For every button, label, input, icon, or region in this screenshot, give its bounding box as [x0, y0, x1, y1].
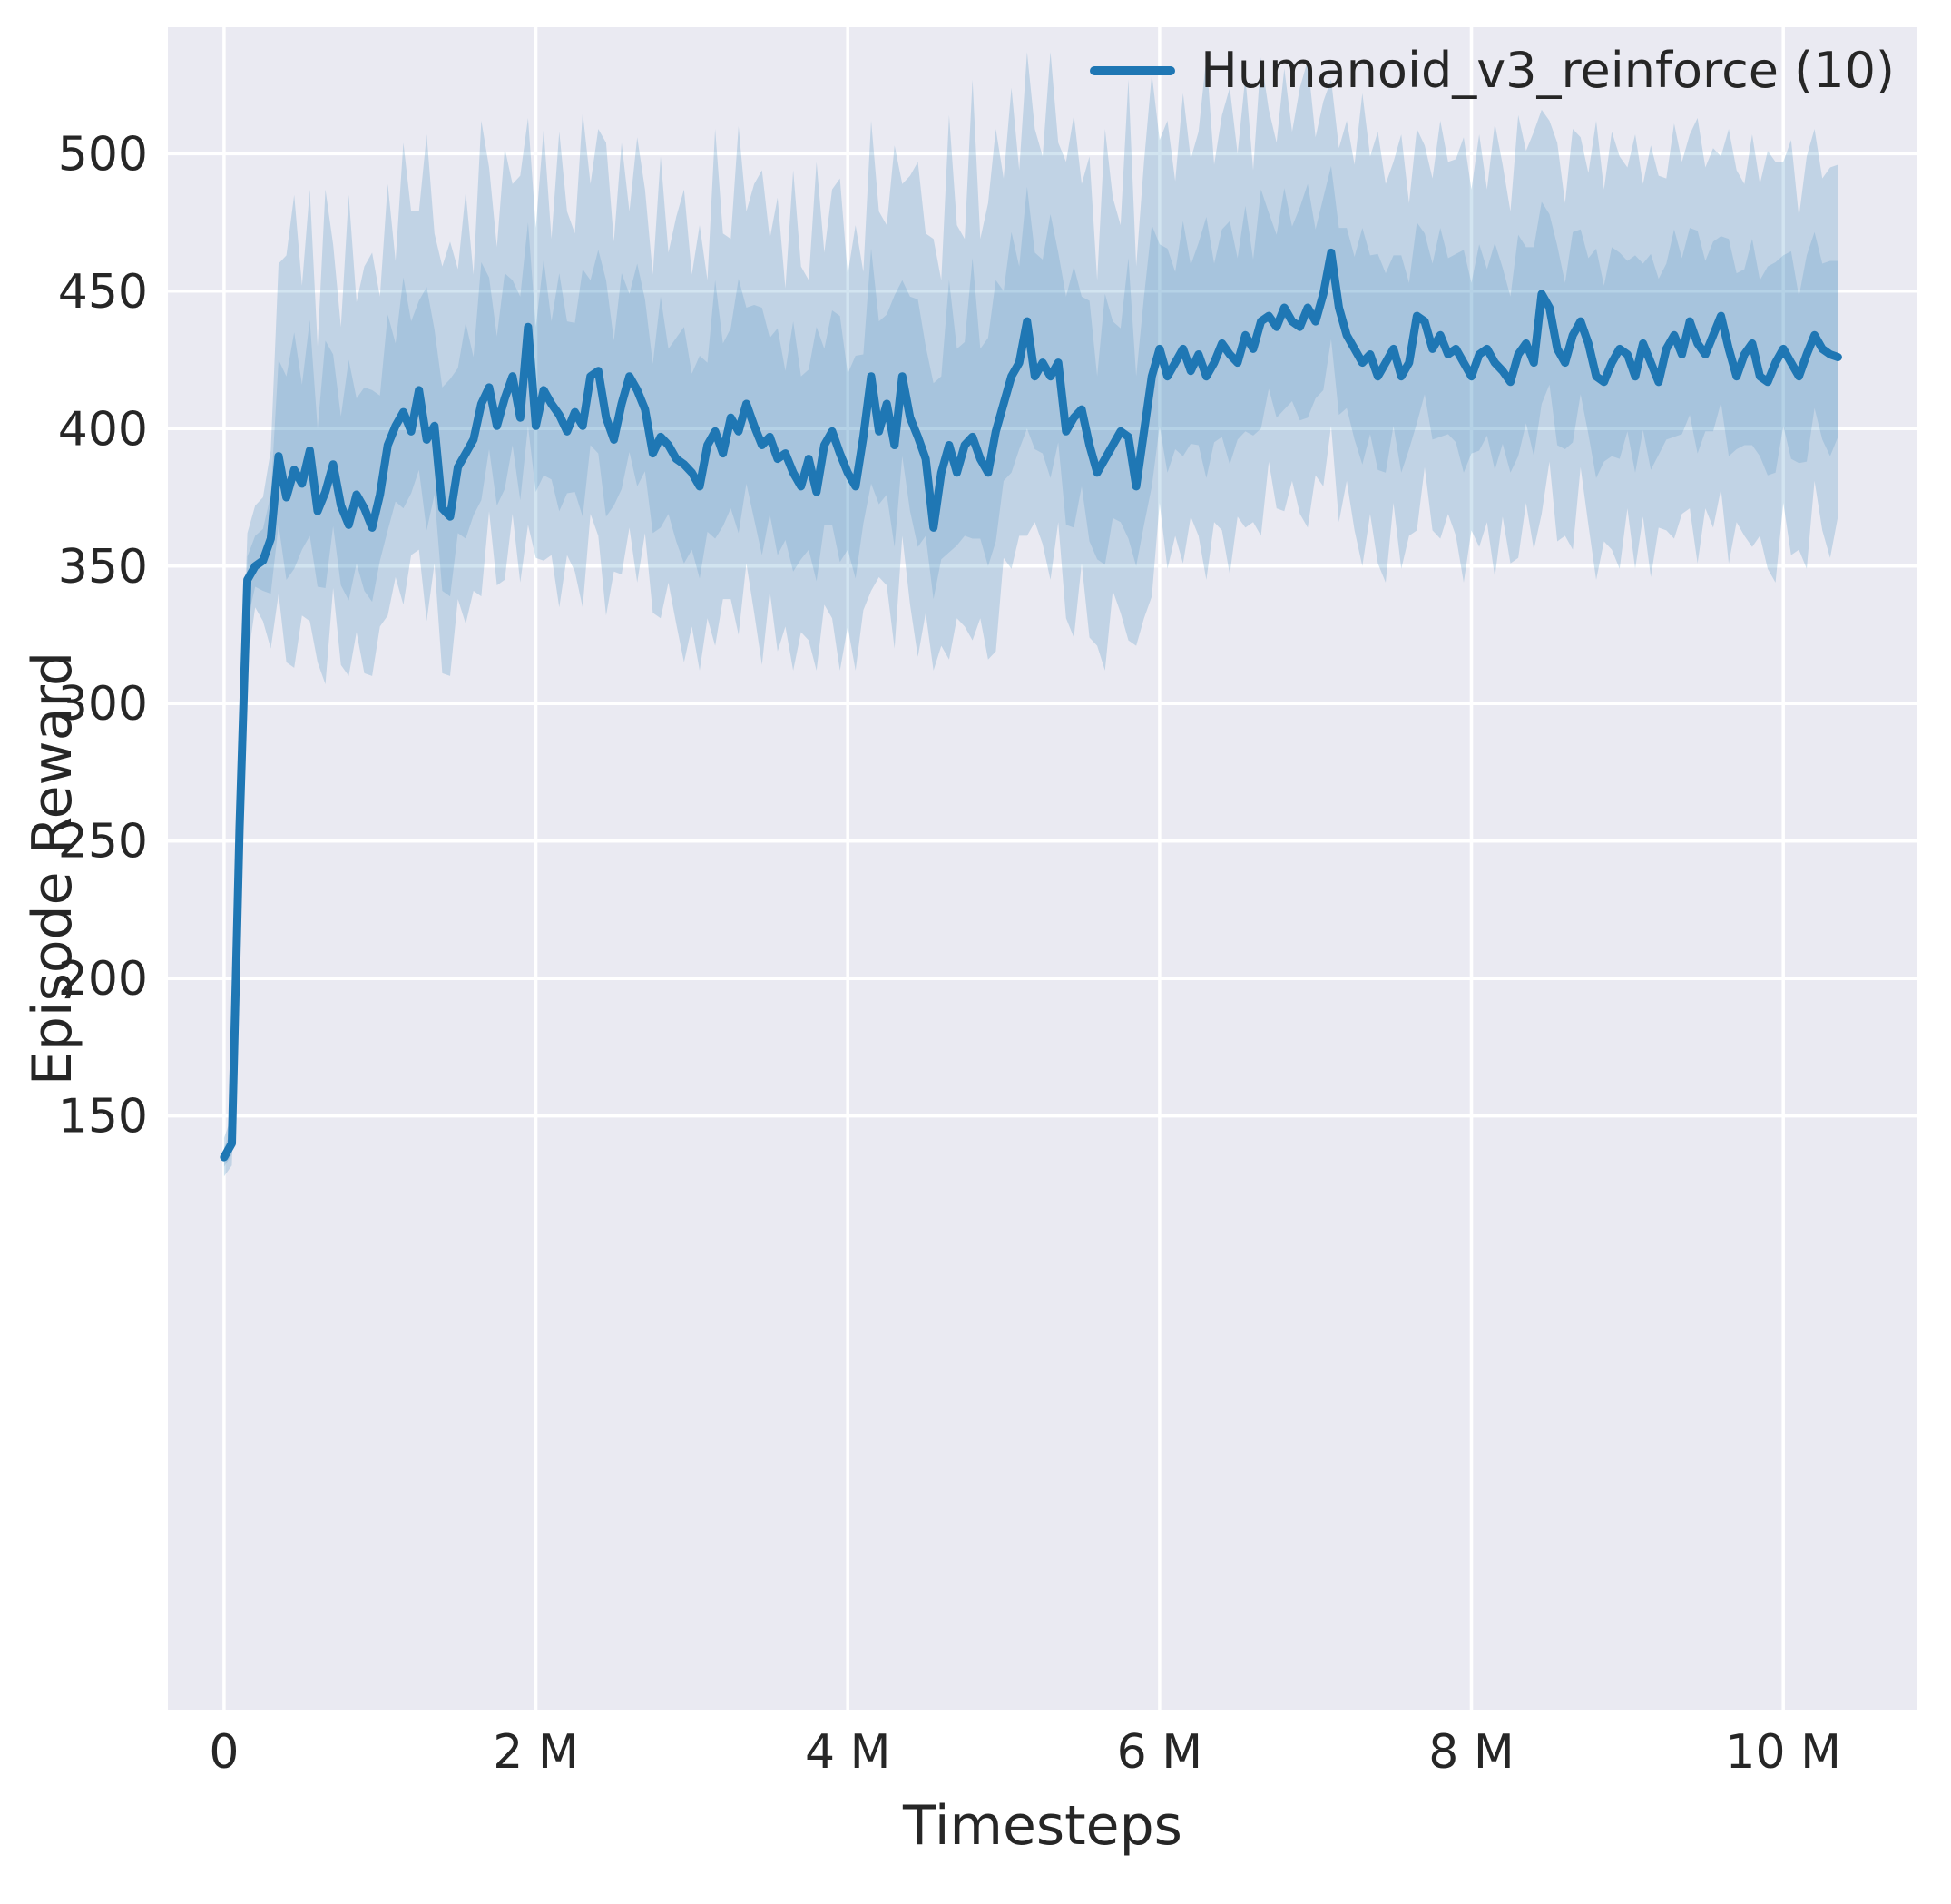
x-tick-label: 0 — [209, 1725, 239, 1780]
legend: Humanoid_v3_reinforce (10) — [1090, 42, 1895, 99]
y-tick-label: 150 — [58, 1090, 148, 1144]
y-tick-label: 400 — [58, 402, 148, 456]
y-tick-label: 450 — [58, 265, 148, 319]
y-tick-label: 500 — [58, 127, 148, 182]
legend-line-swatch — [1090, 65, 1176, 75]
plot-area — [168, 27, 1917, 1710]
x-tick-label: 2 M — [493, 1725, 578, 1780]
x-tick-label: 4 M — [805, 1725, 890, 1780]
confidence-band-outer — [223, 52, 1838, 1177]
x-tick-label: 8 M — [1428, 1725, 1514, 1780]
confidence-band-inner — [223, 166, 1838, 1167]
y-tick-label: 250 — [58, 815, 148, 869]
x-tick-label: 6 M — [1117, 1725, 1202, 1780]
x-axis-label: Timesteps — [903, 1794, 1182, 1858]
y-tick-label: 300 — [58, 677, 148, 731]
x-tick-label: 10 M — [1725, 1725, 1841, 1780]
y-axis-label: Episode Reward — [21, 651, 84, 1086]
mean-line — [220, 248, 1842, 1162]
y-tick-label: 350 — [58, 540, 148, 594]
legend-label: Humanoid_v3_reinforce (10) — [1201, 42, 1895, 99]
y-tick-label: 200 — [58, 952, 148, 1006]
